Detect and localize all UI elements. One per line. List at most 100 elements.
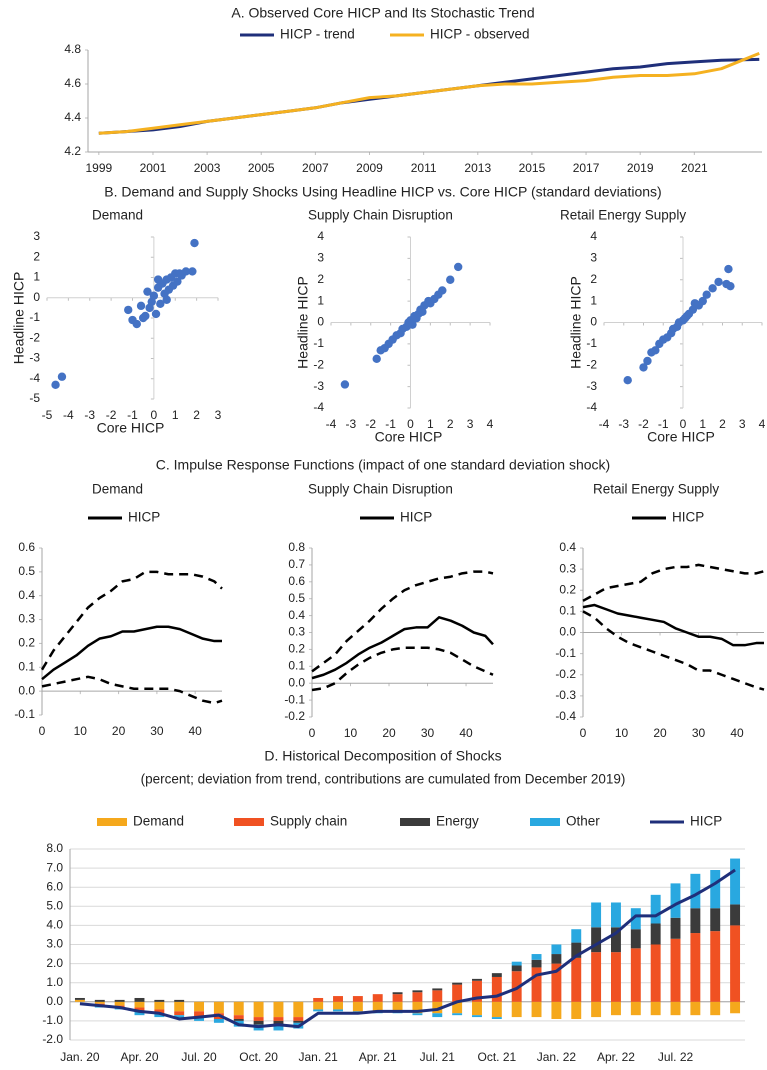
bar-segment [313, 997, 324, 1002]
y-tick-label: 6.0 [46, 879, 63, 893]
bar-segment [511, 961, 522, 966]
bar-segment [273, 1024, 284, 1031]
y-tick-label: 1 [33, 270, 40, 284]
bar-segment [333, 1001, 343, 1010]
bar-segment [710, 1001, 721, 1016]
y-tick-label: -3 [29, 351, 40, 365]
y-tick-label: -0.4 [555, 709, 576, 723]
bar-segment [134, 1001, 145, 1008]
x-tick-label: 3 [467, 417, 474, 431]
x-tick-label: Jan. 20 [60, 1050, 100, 1064]
y-tick-label: -2.0 [42, 1032, 63, 1046]
scatter-point [141, 311, 150, 321]
y-tick-label: -4 [586, 400, 597, 414]
bar-segment [551, 944, 562, 955]
legend-label: HICP [128, 510, 160, 525]
bar-segment [591, 902, 602, 928]
scatter-point [156, 299, 165, 309]
x-tick-label: 2011 [411, 161, 437, 175]
x-tick-label: 2005 [248, 161, 275, 175]
bar-segment [233, 1018, 244, 1021]
line [311, 616, 494, 680]
bar-segment [452, 982, 463, 985]
bar-segment [253, 1001, 264, 1018]
x-tick-label: Jul. 22 [658, 1050, 694, 1064]
x-axis-label: Core HICP [647, 429, 715, 445]
scatter-point [408, 320, 417, 329]
bar-segment [571, 957, 582, 1002]
bar-segment [630, 1001, 641, 1016]
y-tick-label: 0.0 [288, 675, 305, 689]
x-tick-label: 30 [150, 724, 164, 738]
y-axis-label: Headline HICP [295, 276, 311, 369]
y-tick-label: 0 [317, 315, 324, 329]
x-tick-label: Apr. 20 [120, 1050, 158, 1064]
scatter-point [340, 380, 350, 389]
x-tick-label: Apr. 21 [359, 1050, 397, 1064]
bar-segment [472, 980, 482, 1002]
bar-segment [352, 996, 363, 1002]
y-tick-label: 3.0 [46, 937, 63, 951]
x-axis-label: Core HICP [375, 429, 443, 445]
bar-segment [174, 1001, 185, 1012]
scatter-point [57, 372, 67, 381]
x-tick-label: 10 [344, 726, 358, 740]
y-tick-label: 0.2 [559, 582, 576, 596]
bar-segment [293, 1001, 304, 1018]
x-tick-label: 2013 [464, 161, 491, 175]
bar-segment [670, 917, 681, 939]
scatter-point [181, 267, 191, 276]
bar-segment [650, 944, 661, 1002]
bar-segment [591, 1001, 602, 1018]
x-axis-label: Core HICP [97, 420, 165, 436]
y-tick-label: 7.0 [46, 860, 63, 874]
bar-segment [452, 1001, 463, 1014]
section-title: D. Historical Decomposition of Shocks [264, 748, 501, 764]
x-tick-label: Oct. 20 [239, 1050, 278, 1064]
bar-segment [213, 1018, 224, 1023]
y-tick-label: 0.4 [559, 540, 576, 554]
bar-segment [194, 1011, 205, 1018]
bar-segment [511, 971, 522, 1002]
bar-segment [213, 1001, 224, 1014]
bar-segment [730, 858, 741, 905]
bar-segment [114, 999, 125, 1002]
y-tick-label: 0.2 [288, 642, 305, 656]
bar-segment [690, 933, 701, 1002]
y-tick-label: 0.2 [18, 636, 35, 650]
y-tick-label: 4.8 [64, 42, 81, 56]
bar-segment [571, 929, 582, 943]
confidence-band [41, 675, 223, 705]
scatter-point [124, 305, 133, 315]
bar-segment [690, 1001, 701, 1016]
line [41, 625, 222, 681]
bar-segment [452, 984, 463, 1002]
bar-segment [710, 870, 721, 909]
chart-subtitle: Demand [92, 208, 143, 223]
legend-label: HICP - observed [430, 27, 530, 42]
bar-segment [134, 997, 145, 1002]
x-tick-label: 2 [719, 417, 726, 431]
scatter-point [175, 269, 184, 278]
bar-segment [114, 1001, 125, 1006]
x-tick-label: 4 [487, 417, 494, 431]
bar-segment [452, 1013, 463, 1016]
bar-segment [154, 1013, 165, 1018]
bar-segment [154, 999, 165, 1002]
bar-segment [591, 927, 602, 953]
legend-label: HICP [400, 510, 432, 525]
bar-segment [571, 1001, 582, 1019]
bar-segment [630, 929, 641, 949]
y-tick-label: 1 [317, 293, 324, 307]
x-tick-label: -4 [326, 417, 337, 431]
bar-segment [472, 1001, 482, 1016]
x-tick-label: 30 [421, 726, 435, 740]
bar-segment [293, 1020, 304, 1023]
y-tick-label: 0.0 [46, 994, 63, 1008]
scatter-point [698, 296, 707, 306]
chart-subtitle: (percent; deviation from trend, contribu… [141, 772, 626, 787]
x-tick-label: -4 [599, 417, 610, 431]
bar-segment [74, 997, 85, 1000]
scatter-point [372, 354, 381, 364]
